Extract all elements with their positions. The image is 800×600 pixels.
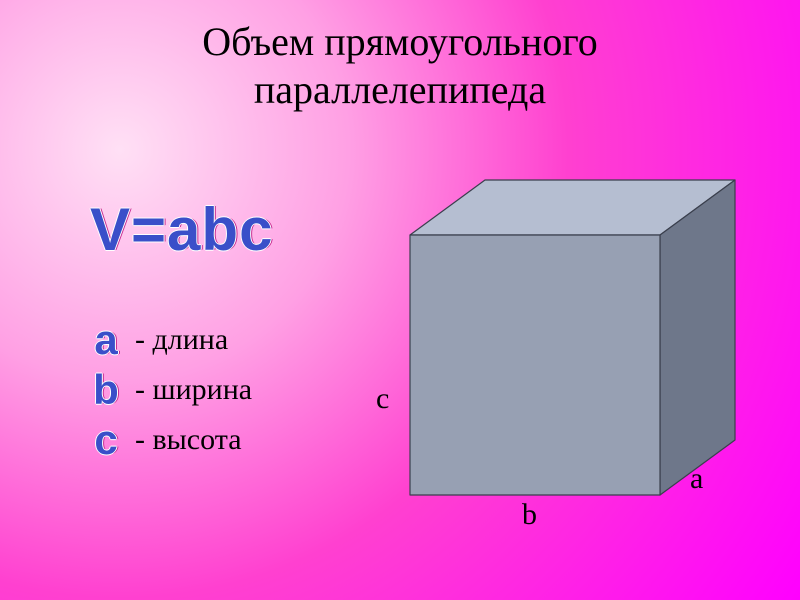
cube-diagram: [400, 175, 760, 540]
volume-formula: V=abc: [90, 195, 273, 264]
axis-label-a: a: [690, 462, 703, 496]
definition-row: b - ширина: [85, 368, 252, 412]
axis-label-b: b: [522, 498, 537, 532]
definition-letter-b: b: [85, 366, 127, 414]
title-line-1: Объем прямоугольного: [202, 19, 598, 64]
cube-svg: [400, 175, 760, 535]
definition-row: a - длина: [85, 318, 252, 362]
definition-row: c - высота: [85, 418, 252, 462]
definition-letter-a: a: [85, 316, 127, 364]
title-line-2: параллелепипеда: [254, 67, 546, 112]
slide: Объем прямоугольного параллелепипеда V=a…: [0, 0, 800, 600]
slide-title: Объем прямоугольного параллелепипеда: [0, 18, 800, 114]
definitions-list: a - длина b - ширина c - высота: [85, 318, 252, 468]
definition-text-b: - ширина: [135, 373, 252, 407]
axis-label-c: c: [376, 382, 389, 416]
definition-text-a: - длина: [135, 323, 228, 357]
definition-text-c: - высота: [135, 423, 242, 457]
definition-letter-c: c: [85, 416, 127, 464]
